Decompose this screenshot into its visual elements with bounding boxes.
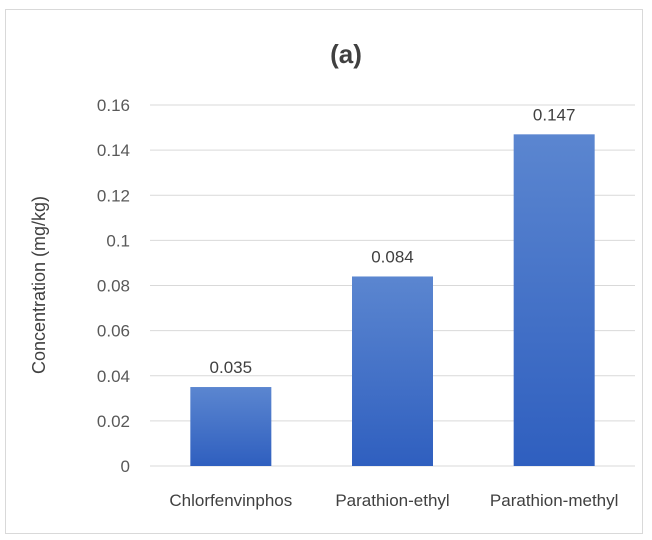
bar-parathion-methyl [513, 134, 595, 467]
y-tick-label: 0.14 [97, 141, 130, 160]
data-labels: 0.035 0.084 0.147 [210, 105, 576, 377]
category-label: Chlorfenvinphos [169, 491, 292, 510]
y-tick-label: 0 [121, 457, 130, 476]
bar-chlorfenvinphos [190, 387, 272, 466]
x-axis-categories: Chlorfenvinphos Parathion-ethyl Parathion-… [169, 491, 618, 510]
data-label: 0.035 [210, 358, 253, 377]
data-label: 0.147 [533, 105, 576, 124]
chart-title: (a) [330, 39, 362, 69]
category-label: Parathion-ethyl [335, 491, 449, 510]
y-tick-label: 0.02 [97, 412, 130, 431]
bars [190, 134, 595, 467]
y-tick-label: 0.12 [97, 186, 130, 205]
y-tick-label: 0.08 [97, 277, 130, 296]
bar-parathion-ethyl [352, 276, 433, 466]
y-tick-label: 0.1 [106, 231, 130, 250]
y-axis-title: Concentration (mg/kg) [29, 196, 49, 374]
data-label: 0.084 [371, 247, 414, 266]
category-label: Parathion-methyl [490, 491, 619, 510]
y-axis-ticks: 0 0.02 0.04 0.06 0.08 0.1 0.12 0.14 0.16 [97, 96, 130, 476]
y-tick-label: 0.04 [97, 367, 130, 386]
y-tick-label: 0.06 [97, 322, 130, 341]
y-tick-label: 0.16 [97, 96, 130, 115]
